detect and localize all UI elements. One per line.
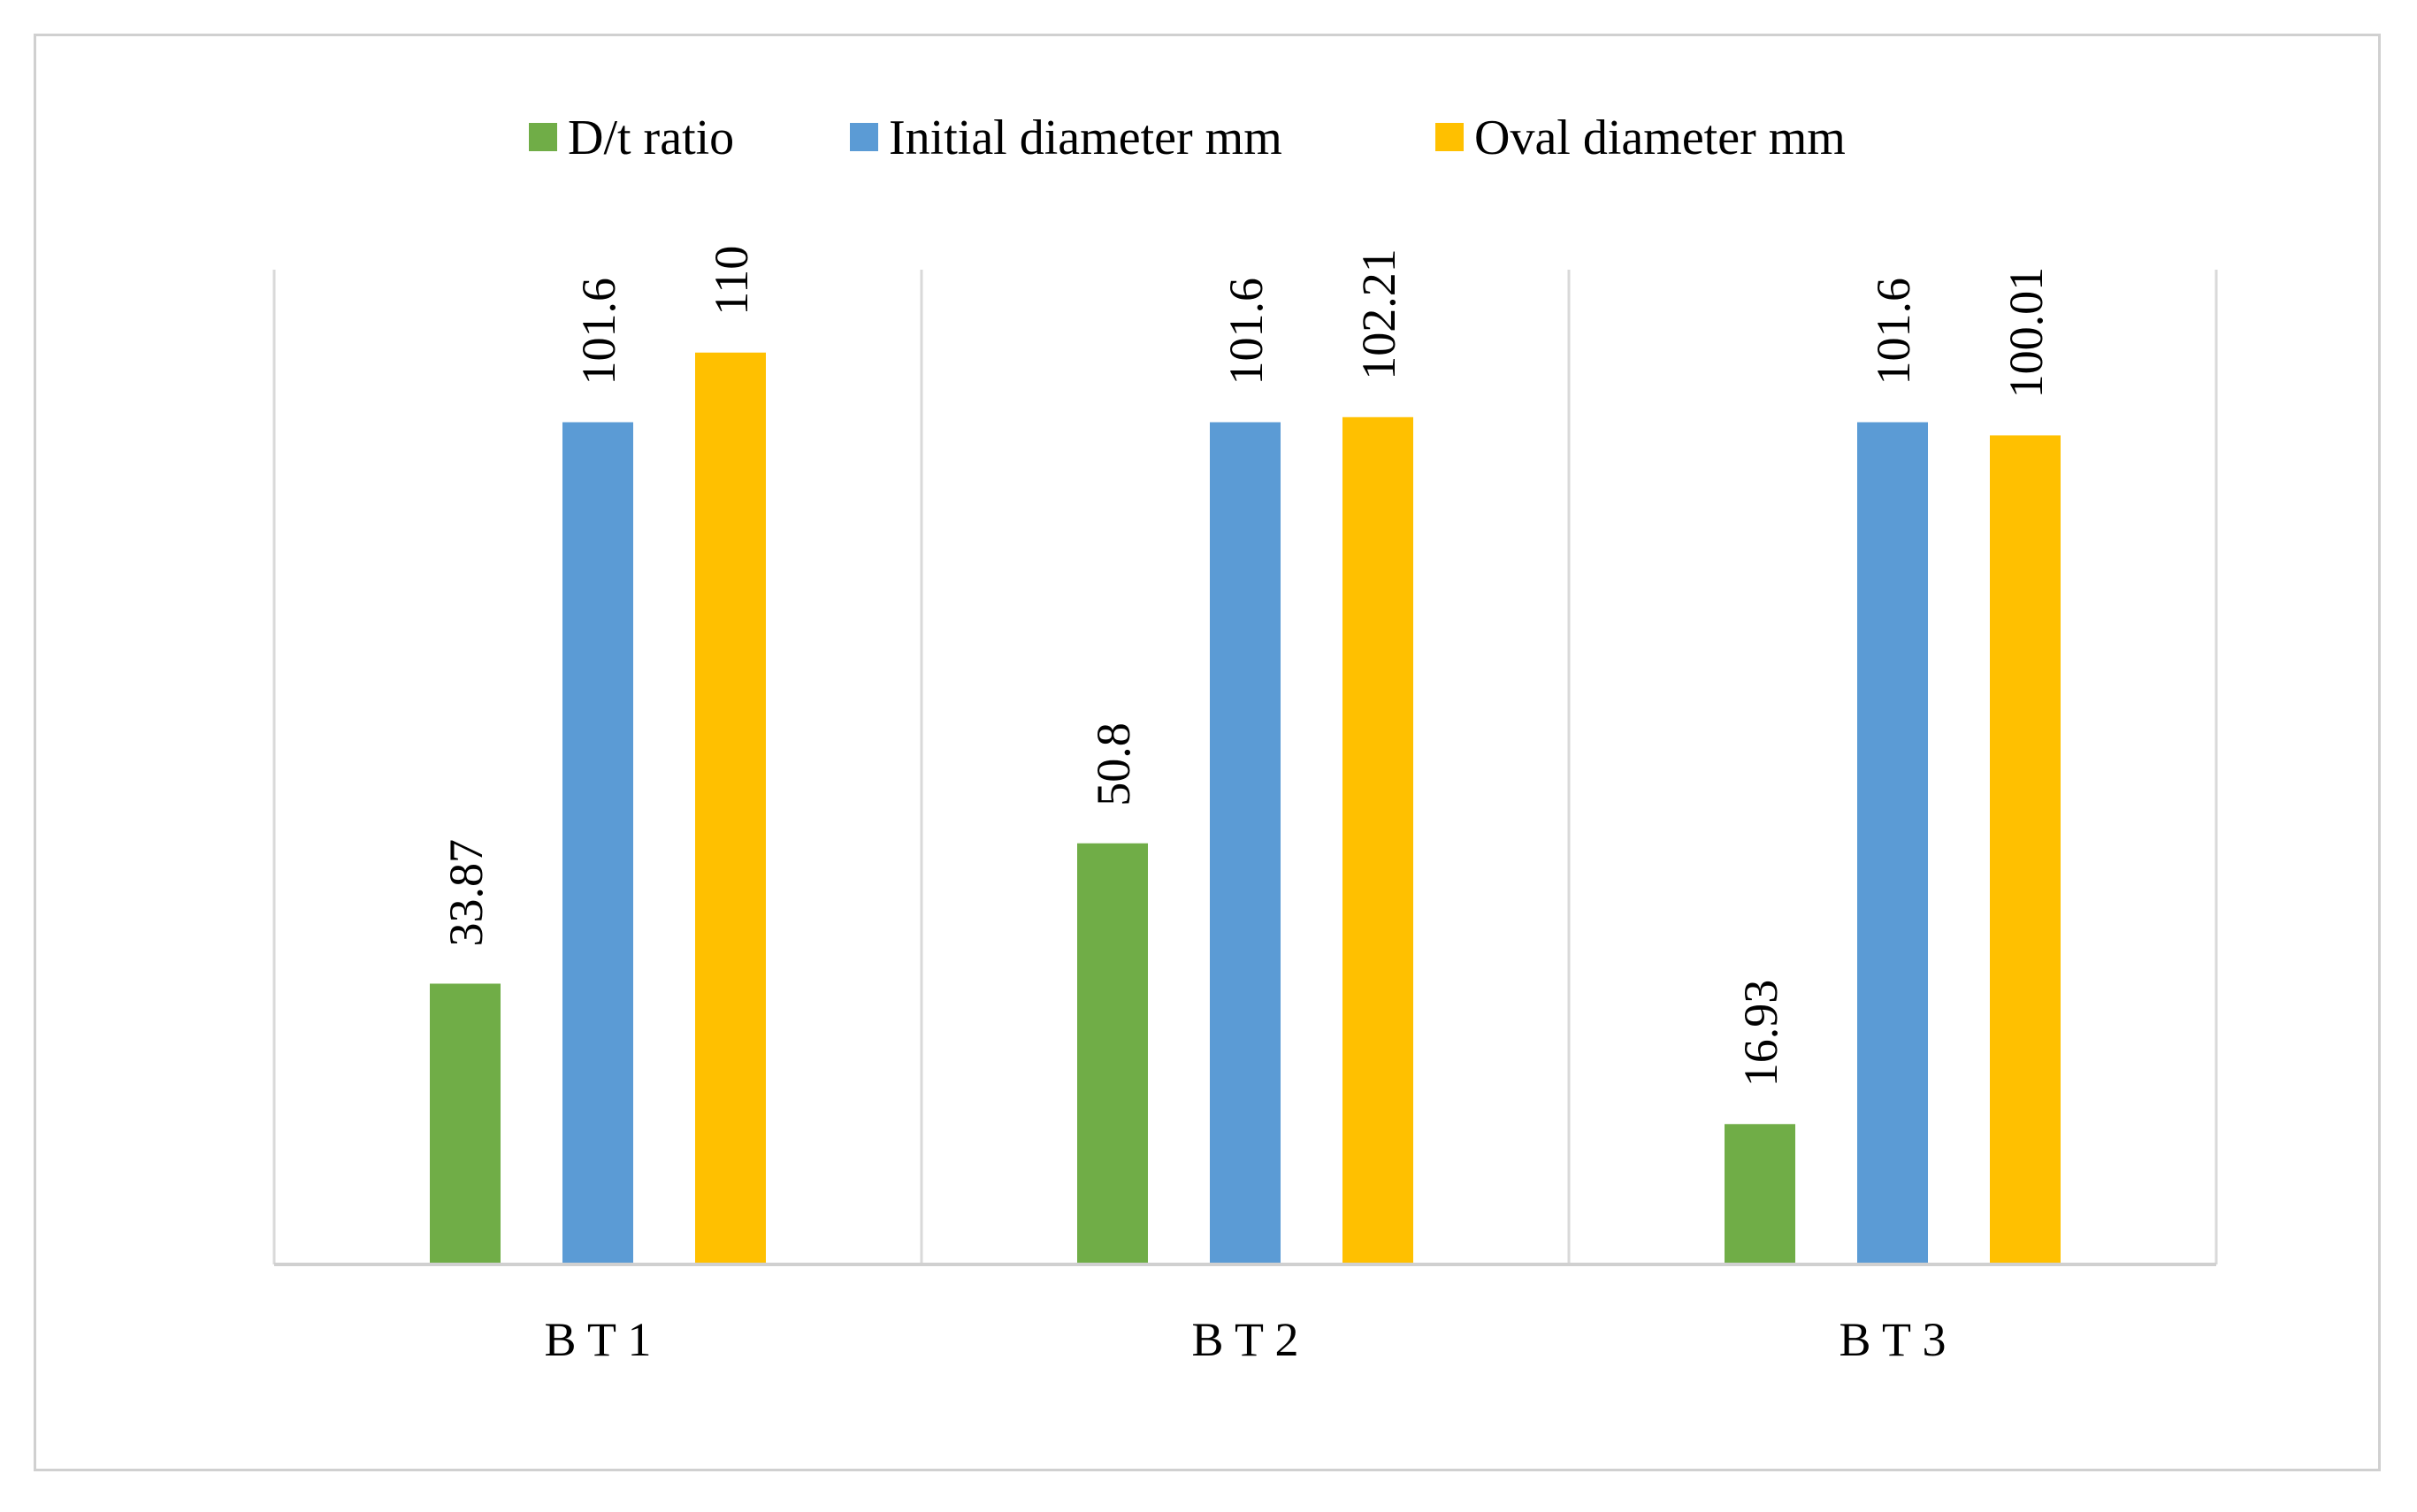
data-label-2-series-2: 101.6 bbox=[1220, 278, 1273, 386]
bar-2-series-3 bbox=[1342, 416, 1413, 1264]
bar-2-series-1 bbox=[1077, 843, 1148, 1264]
bar-3-series-2 bbox=[1857, 422, 1928, 1264]
legend-swatch-3 bbox=[1435, 123, 1464, 151]
bar-1-series-1 bbox=[430, 983, 501, 1264]
legend-label-3: Oval diameter mm bbox=[1474, 111, 1846, 165]
data-label-3-series-2: 101.6 bbox=[1867, 278, 1920, 386]
data-label-1-series-1: 33.87 bbox=[440, 839, 493, 947]
category-label-1: B T 1 bbox=[544, 1313, 651, 1366]
bar-2-series-2 bbox=[1210, 422, 1281, 1264]
data-label-1-series-2: 101.6 bbox=[572, 278, 625, 386]
legend-label-1: D/t ratio bbox=[568, 111, 734, 165]
legend-label-2: Initial diameter mm bbox=[889, 111, 1282, 165]
data-label-2-series-3: 102.21 bbox=[1352, 248, 1405, 380]
bar-1-series-2 bbox=[562, 422, 633, 1264]
category-dividers bbox=[272, 270, 2218, 1264]
legend: D/t ratio Initial diameter mm Oval diamete… bbox=[529, 111, 1846, 165]
bar-1-series-3 bbox=[695, 352, 766, 1264]
category-label-2: B T 2 bbox=[1191, 1313, 1298, 1366]
category-label-3: B T 3 bbox=[1839, 1313, 1946, 1366]
chart-frame bbox=[34, 34, 2381, 1471]
bar-3-series-3 bbox=[1990, 435, 2061, 1264]
bar-3-series-1 bbox=[1725, 1124, 1795, 1264]
legend-swatch-1 bbox=[529, 123, 557, 151]
legend-swatch-2 bbox=[850, 123, 878, 151]
data-label-3-series-1: 16.93 bbox=[1734, 980, 1787, 1088]
data-labels: 33.87 101.6 110 50.8 101.6 102.21 16.93 101.6 10… bbox=[440, 246, 2053, 1088]
data-label-2-series-1: 50.8 bbox=[1087, 722, 1140, 806]
data-label-1-series-3: 110 bbox=[705, 246, 758, 316]
category-labels: B T 1 B T 2 B T 3 bbox=[544, 1313, 1946, 1366]
data-label-3-series-3: 100.01 bbox=[2000, 267, 2053, 399]
bars bbox=[430, 352, 2061, 1264]
